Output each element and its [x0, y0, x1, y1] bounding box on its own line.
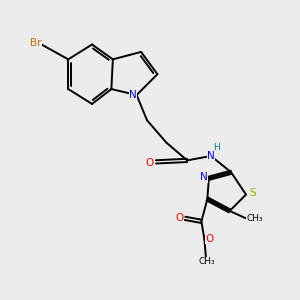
Text: CH₃: CH₃ [246, 214, 262, 223]
Text: N: N [200, 172, 207, 182]
Text: O: O [175, 213, 183, 223]
Text: S: S [249, 188, 256, 198]
Text: CH₃: CH₃ [198, 257, 215, 266]
Text: O: O [206, 234, 214, 244]
Text: N: N [129, 90, 137, 100]
Text: H: H [213, 143, 220, 152]
Text: Br: Br [30, 38, 42, 48]
Text: O: O [146, 158, 154, 168]
Text: N: N [207, 151, 215, 161]
